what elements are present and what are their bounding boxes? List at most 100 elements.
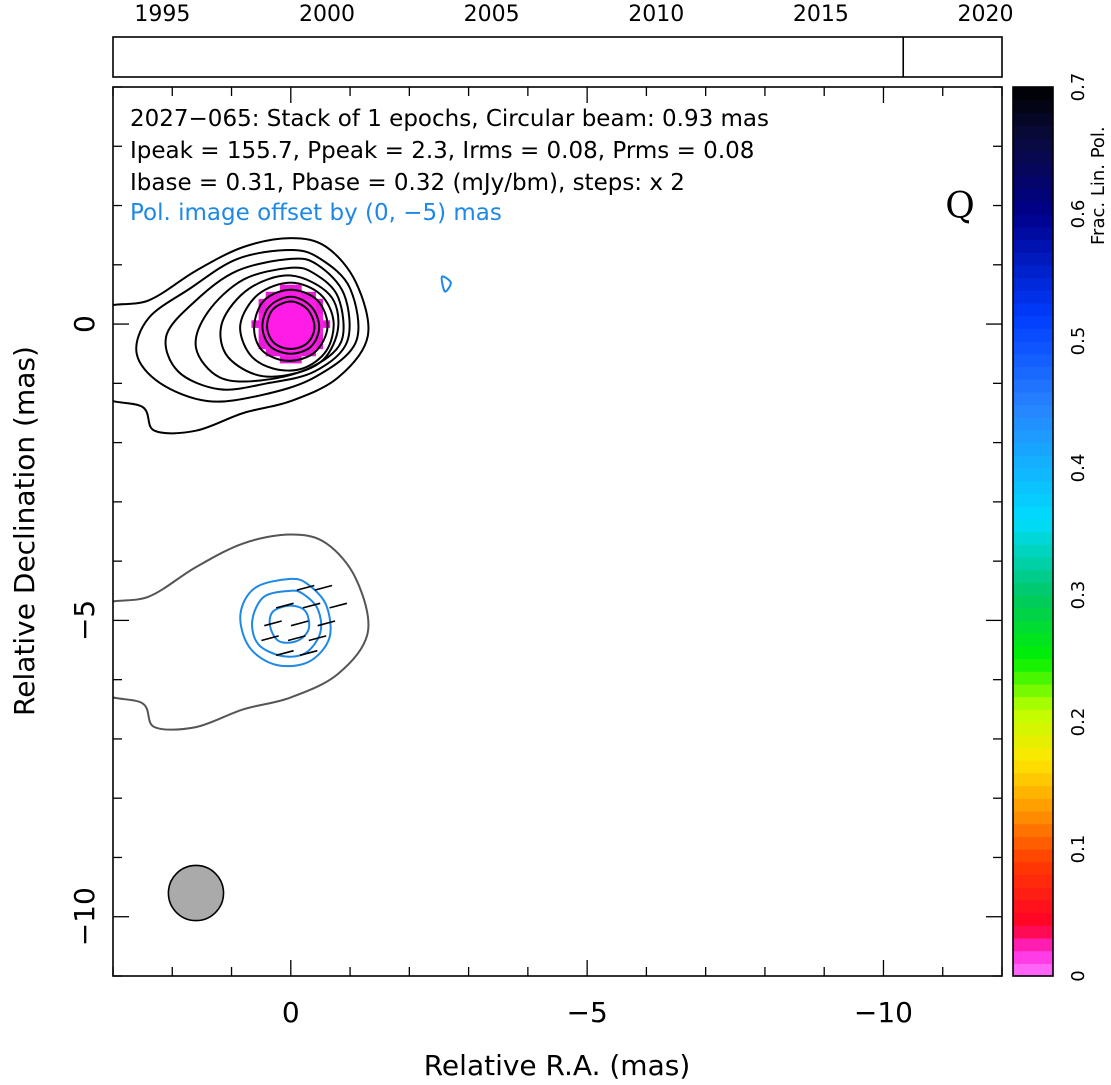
frac-pol-pixel (279, 327, 288, 335)
stokes-i-contour (219, 274, 340, 378)
evpa-stick (329, 602, 348, 609)
frac-pol-pixel (287, 291, 295, 300)
beam-ellipse (167, 864, 225, 922)
frac-pol-pixel (294, 334, 302, 343)
colorbar-cell (1013, 620, 1053, 634)
stokes-i-contour (113, 237, 370, 435)
offset-i-contour (113, 533, 370, 731)
colorbar-cell (1013, 302, 1053, 317)
time-tick-label: 2000 (299, 2, 355, 27)
frac-pol-pixel (272, 291, 281, 300)
colorbar-cell (1013, 518, 1053, 533)
colorbar-cell (1013, 328, 1053, 342)
y-tick-label: −10 (68, 887, 101, 946)
quality-flag: Q (945, 186, 975, 227)
colorbar-cell (1013, 722, 1053, 736)
colorbar-cell (1013, 239, 1053, 253)
colorbar-cell (1013, 874, 1053, 888)
frac-pol-pixel (294, 313, 302, 321)
frac-pol-pixel (279, 306, 288, 314)
colorbar-cell (1013, 861, 1053, 875)
frac-pol-pixel (308, 306, 316, 314)
colorbar-cell (1013, 645, 1053, 660)
colorbar-cell (1013, 671, 1053, 685)
colorbar-cell (1013, 277, 1053, 291)
colorbar-cell (1013, 696, 1053, 710)
colorbar-cell (1013, 556, 1053, 571)
colorbar-cell (1013, 353, 1053, 367)
colorbar-cell (1013, 137, 1053, 152)
colorbar-cell (1013, 849, 1053, 863)
pol-offset-note: Pol. image offset by (0, −5) mas (130, 200, 502, 226)
frac-pol-pixel (272, 298, 281, 307)
frac-pol-pixel (294, 341, 302, 350)
frac-pol-pixel (287, 298, 295, 307)
colorbar-cell (1013, 87, 1053, 101)
main-map-panel: 0 −5 −10 0 −5 −10 2027−065: Stack of 1 epochs… (68, 86, 1003, 1029)
colorbar-cell (1013, 468, 1053, 482)
colorbar-cell (1013, 112, 1053, 126)
header-line-1: 2027−065: Stack of 1 epochs, Circular be… (130, 106, 769, 132)
evpa-stick (317, 620, 336, 627)
evpa-stick (314, 584, 333, 591)
frac-pol-pixel (301, 298, 309, 307)
colorbar-cell (1013, 607, 1053, 621)
frac-pol-pixel (294, 284, 302, 293)
colorbar-cell (1013, 175, 1053, 190)
y-axis-label: Relative Declination (mas) (8, 346, 41, 716)
frac-pol-pixel (308, 327, 316, 335)
colorbar-cell (1013, 290, 1053, 304)
colorbar-tick-label: 0.6 (1068, 200, 1089, 229)
colorbar-cell (1013, 429, 1053, 444)
evpa-sticks (261, 584, 348, 657)
frac-pol-pixel (279, 313, 288, 321)
evpa-stick (290, 620, 309, 627)
frac-pol-pixel (301, 320, 309, 328)
colorbar-tick-label: 0.4 (1068, 454, 1089, 483)
frac-pol-pixel (294, 291, 302, 300)
colorbar-cell (1013, 582, 1053, 596)
colorbar-cell (1013, 950, 1053, 964)
colorbar-cell (1013, 633, 1053, 647)
evpa-stick (275, 602, 294, 609)
frac-pol-pixel (294, 306, 302, 314)
stokes-i-contour (266, 300, 316, 351)
colorbar-cell (1013, 760, 1053, 774)
x-tick-label: 0 (282, 996, 300, 1029)
restoring-beam (167, 864, 225, 922)
stokes-i-contour (135, 248, 360, 403)
frac-pol-pixel (258, 306, 267, 314)
header-line-2: Ipeak = 155.7, Ppeak = 2.3, Irms = 0.08,… (130, 138, 754, 164)
frac-pol-pixel (265, 320, 274, 328)
frac-pol-pixel (322, 320, 331, 328)
colorbar-cell (1013, 391, 1053, 406)
colorbar-cell (1013, 341, 1053, 355)
colorbar-cell (1013, 823, 1053, 837)
colorbar-cell (1013, 226, 1053, 240)
colorbar-cell (1013, 887, 1053, 901)
colorbar-cell (1013, 658, 1053, 672)
frac-pol-pixel (279, 284, 288, 293)
colorbar-cell (1013, 150, 1053, 164)
frac-pol-pixel (258, 313, 267, 321)
frac-pol-pixel (301, 327, 309, 335)
colorbar-cell (1013, 315, 1053, 329)
colorbar-cell (1013, 785, 1053, 799)
frac-pol-pixel (265, 327, 274, 335)
colorbar: 0 0.1 0.2 0.3 0.4 0.5 0.6 0.7 Frac. Lin. Pol. (1012, 73, 1109, 982)
frac-pol-pixel (272, 334, 281, 343)
colorbar-cell (1013, 544, 1053, 558)
colorbar-label: Frac. Lin. Pol. (1088, 126, 1109, 245)
evpa-stick (308, 635, 327, 642)
colorbar-cell (1013, 125, 1053, 139)
frac-pol-pixel (315, 334, 323, 343)
time-tick-label: 2020 (958, 2, 1014, 27)
colorbar-cell (1013, 214, 1053, 228)
frac-pol-pixel (315, 306, 323, 314)
frac-pol-pixel (301, 291, 309, 300)
colorbar-cell (1013, 569, 1053, 583)
frac-pol-pixel (301, 334, 309, 343)
time-tick-label: 2005 (464, 2, 520, 27)
colorbar-cell (1013, 493, 1053, 507)
